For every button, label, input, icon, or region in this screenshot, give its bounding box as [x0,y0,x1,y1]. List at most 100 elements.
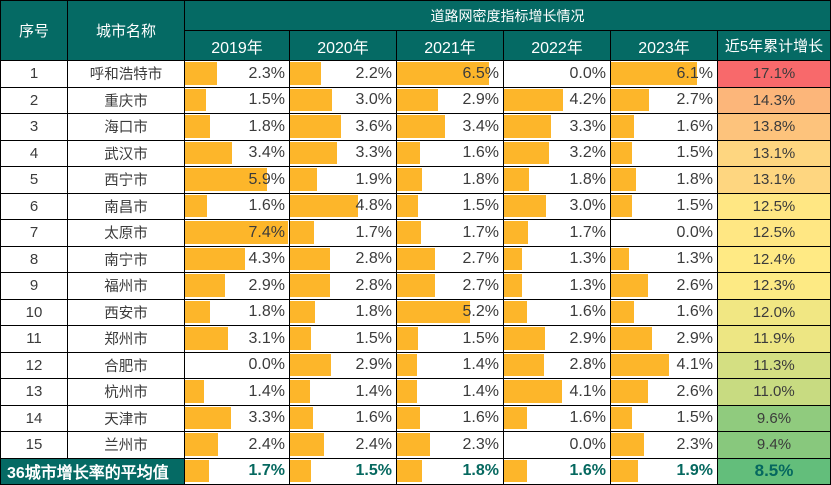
growth-cell: 2.4% [290,432,397,459]
growth-cell: 3.3% [290,140,397,167]
growth-cell: 0.0% [504,432,611,459]
city-name: 兰州市 [104,438,148,455]
cell-value: 1.5% [676,197,713,215]
total-growth-value: 13.8% [752,118,796,136]
city-name: 南昌市 [104,199,148,216]
cell-value: 3.3% [355,144,392,162]
data-bar [504,141,550,164]
city-name-cell: 武汉市 [68,140,185,167]
cell-value: 6.5% [462,64,499,82]
header-group-title: 道路网密度指标增长情况 [185,1,831,31]
data-bar [397,62,489,85]
cell-value: 7.4% [248,223,285,241]
growth-cell: 1.6% [504,405,611,432]
cell-value: 1.8% [462,462,499,480]
row-number: 10 [25,303,43,321]
data-bar [611,380,648,403]
cell-value: 2.7% [462,250,499,268]
cell-value: 1.6% [676,117,713,135]
data-bar [290,88,333,111]
average-row-label: 36城市增长率的平均值 [7,465,169,483]
total-growth-cell: 12.4% [718,246,831,273]
total-growth-value: 12.5% [752,224,796,242]
city-name-cell: 福州市 [68,273,185,300]
data-bar [397,327,419,350]
growth-cell: 1.4% [290,379,397,406]
cell-value: 3.0% [355,91,392,109]
cell-value: 2.9% [462,91,499,109]
growth-cell: 3.3% [185,405,290,432]
data-bar [185,247,245,270]
header-year-2022: 2022年 [504,31,611,61]
row-number-cell: 2 [1,87,68,114]
data-bar [290,274,330,297]
growth-cell: 1.8% [290,299,397,326]
year-label: 2023年 [638,39,690,57]
row-number-cell: 11 [1,326,68,353]
city-name: 太原市 [104,226,148,243]
data-bar [290,459,312,482]
cell-value: 1.5% [462,197,499,215]
data-bar [185,406,231,429]
city-name-cell: 太原市 [68,220,185,247]
growth-cell: 1.5% [397,193,504,220]
average-growth-cell: 1.6% [504,458,611,485]
row-number: 1 [29,65,39,83]
growth-cell: 1.6% [185,193,290,220]
city-name-cell: 南昌市 [68,193,185,220]
row-number: 8 [29,250,39,268]
city-name-cell: 南宁市 [68,246,185,273]
growth-cell: 6.1% [611,61,718,88]
cell-value: 2.8% [355,250,392,268]
cell-value: 1.5% [355,462,392,480]
cell-value: 3.1% [248,329,285,347]
data-bar [611,115,634,138]
city-name: 西宁市 [104,173,148,190]
cell-value: 2.8% [355,276,392,294]
data-bar [290,300,316,323]
growth-cell: 2.3% [397,432,504,459]
city-name: 杭州市 [104,385,148,402]
cell-value: 3.4% [462,117,499,135]
city-name: 合肥市 [104,358,148,375]
growth-cell: 2.3% [611,432,718,459]
growth-cell: 1.8% [397,167,504,194]
cell-value: 2.2% [355,64,392,82]
total-growth-value: 11.3% [753,356,795,374]
header-year-2023: 2023年 [611,31,718,61]
header-city-label: 城市名称 [95,23,156,40]
city-name: 武汉市 [104,146,148,163]
cell-value: 2.8% [569,356,606,374]
cell-value: 3.0% [569,197,606,215]
cell-value: 4.2% [569,91,606,109]
cell-value: 1.3% [569,276,606,294]
growth-cell: 1.3% [504,246,611,273]
average-growth-cell: 1.7% [185,458,290,485]
cell-value: 3.3% [248,409,285,427]
cell-value: 1.6% [462,144,499,162]
data-bar [185,327,228,350]
cell-value: 1.9% [676,462,713,480]
header-year-2021: 2021年 [397,31,504,61]
average-total-value: 8.5% [754,461,794,481]
total-growth-cell: 14.3% [718,87,831,114]
row-number: 7 [29,224,39,242]
growth-cell: 4.1% [611,352,718,379]
data-bar [611,353,669,376]
city-name-cell: 合肥市 [68,352,185,379]
row-number-cell: 6 [1,193,68,220]
growth-cell: 7.4% [185,220,290,247]
growth-cell: 1.7% [504,220,611,247]
data-bar [397,433,430,456]
total-growth-value: 13.1% [752,144,796,162]
data-bar [397,115,446,138]
data-bar [611,406,633,429]
growth-cell: 2.6% [611,379,718,406]
cell-value: 0.0% [676,223,713,241]
city-name: 呼和浩特市 [89,67,163,84]
row-number-cell: 1 [1,61,68,88]
cell-value: 1.6% [355,409,392,427]
growth-cell: 1.5% [611,405,718,432]
growth-cell: 2.7% [611,87,718,114]
data-bar [290,327,312,350]
